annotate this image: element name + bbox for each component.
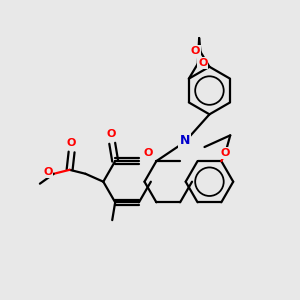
Text: O: O: [220, 148, 230, 158]
Text: O: O: [198, 58, 207, 68]
Text: O: O: [106, 129, 116, 140]
Text: N: N: [179, 134, 190, 147]
Text: O: O: [191, 46, 200, 56]
Text: O: O: [67, 138, 76, 148]
Text: O: O: [43, 167, 52, 177]
Text: O: O: [144, 148, 153, 158]
